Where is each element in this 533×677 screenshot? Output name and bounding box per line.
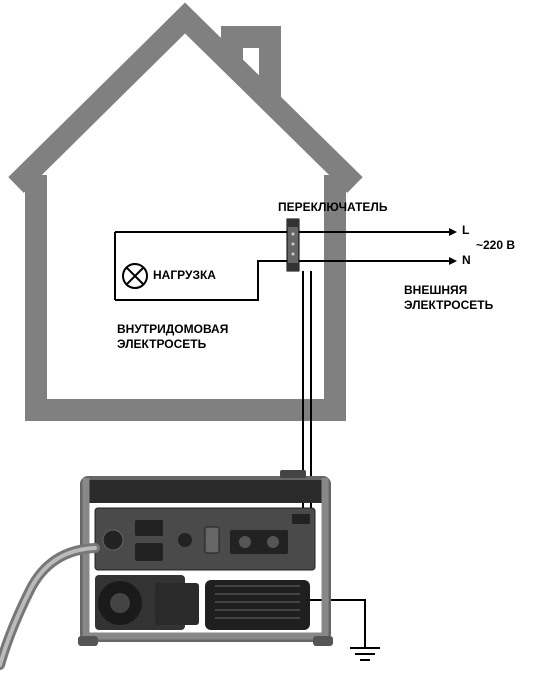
- house-outline: [16, 18, 355, 410]
- transfer-switch: [287, 219, 299, 271]
- generator: [78, 470, 333, 646]
- internal-grid-label-1: ВНУТРИДОМОВАЯ: [117, 322, 228, 336]
- external-lines: [299, 228, 457, 265]
- diagram-svg: [0, 0, 533, 677]
- line-n-label: N: [462, 253, 471, 267]
- load-circuit: [115, 232, 287, 300]
- line-l-label: L: [462, 223, 469, 237]
- external-grid-label-2: ЭЛЕКТРОСЕТЬ: [404, 298, 493, 312]
- internal-grid-label-2: ЭЛЕКТРОСЕТЬ: [117, 337, 206, 351]
- external-grid-label-1: ВНЕШНЯЯ: [404, 283, 467, 297]
- voltage-label: ~220 В: [476, 238, 515, 252]
- wiring-diagram: ПЕРЕКЛЮЧАТЕЛЬ НАГРУЗКА ВНУТРИДОМОВАЯ ЭЛЕ…: [0, 0, 533, 677]
- switch-label: ПЕРЕКЛЮЧАТЕЛЬ: [278, 200, 387, 214]
- load-label: НАГРУЗКА: [153, 268, 216, 282]
